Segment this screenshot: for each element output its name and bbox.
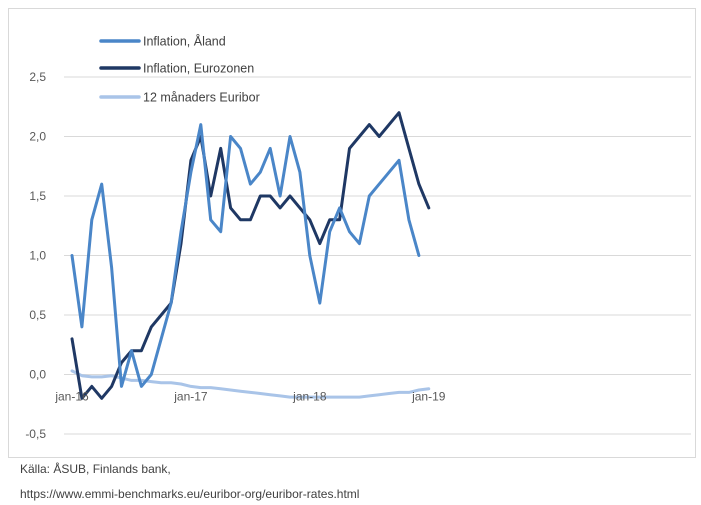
gridlines <box>64 76 691 435</box>
x-axis-tick-labels: jan-16 jan-17 jan-18 jan-19 <box>54 390 445 404</box>
line-chart: 2,52,01,51,00,50,0-0,5 jan-16 jan-17 jan-1… <box>25 34 691 441</box>
series-lines <box>70 111 431 400</box>
x-tick-label: jan-18 <box>292 390 327 404</box>
legend-label-12-m-naders-euribor: 12 månaders Euribor <box>143 91 260 105</box>
source-note: Källa: ÅSUB, Finlands bank, <box>20 462 171 476</box>
y-tick-label: 2,0 <box>29 130 46 144</box>
series-line-12-m-naders-euribor <box>70 369 431 399</box>
y-tick-label: 0,0 <box>29 368 46 382</box>
y-axis-tick-labels: 2,5 2,0 1,5 1,0 0,5 0,0 -0,5 <box>25 70 46 441</box>
source-url: https://www.emmi-benchmarks.eu/euribor-o… <box>20 487 360 501</box>
legend-label-inflation-land: Inflation, Åland <box>143 34 226 49</box>
y-tick-label: 1,0 <box>29 249 46 263</box>
legend: Inflation, Åland Inflation, Eurozonen 12 m… <box>99 34 260 105</box>
y-tick-label: 1,5 <box>29 189 46 203</box>
x-tick-label: jan-17 <box>173 390 208 404</box>
y-tick-label: 2,5 <box>29 70 46 84</box>
legend-label-inflation-eurozonen: Inflation, Eurozonen <box>143 62 254 76</box>
y-tick-label: 0,5 <box>29 308 46 322</box>
x-tick-label: jan-16 <box>54 390 89 404</box>
series-line-inflation-land <box>70 123 421 388</box>
x-tick-label: jan-19 <box>411 390 446 404</box>
y-tick-label: -0,5 <box>25 427 46 441</box>
chart-frame: 2,5 2,0 1,5 1,0 0,5 0,0 -0,5 jan-16 jan-17 jan-1… <box>8 8 696 458</box>
